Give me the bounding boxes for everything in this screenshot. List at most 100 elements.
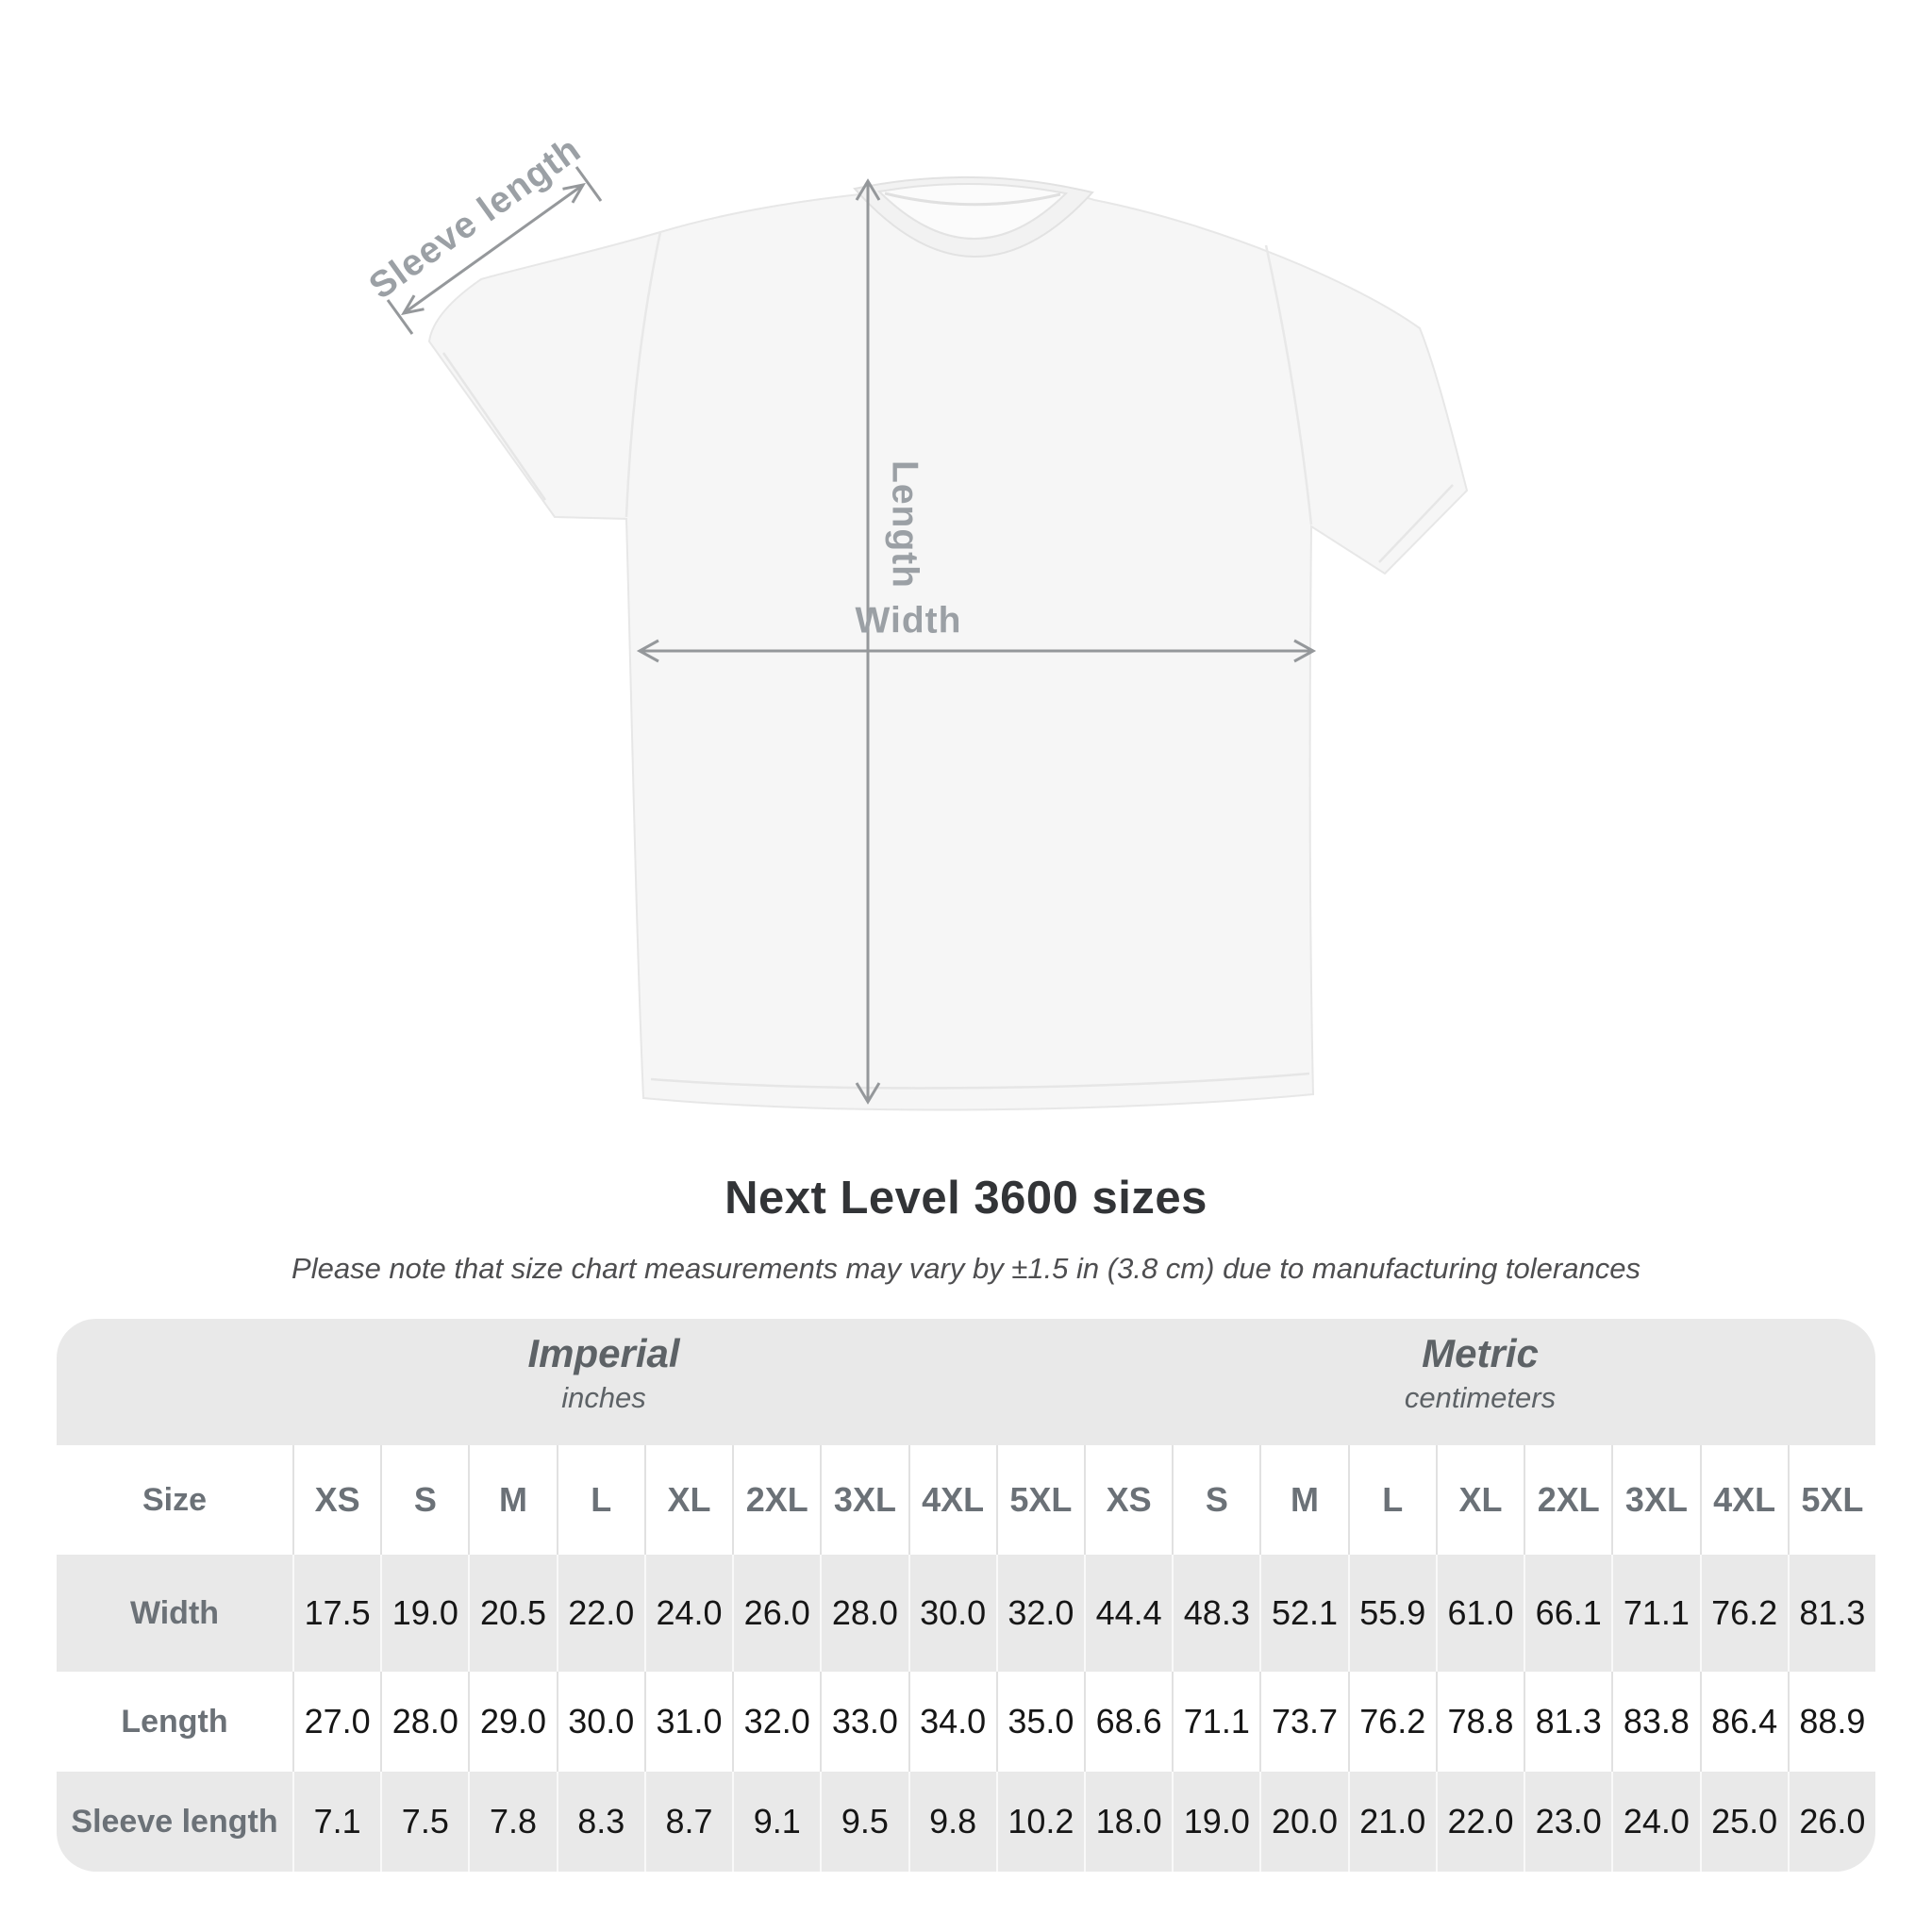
value-metric: 19.0: [1172, 1772, 1259, 1872]
value-imperial: 7.5: [380, 1772, 468, 1872]
size-column-header-imperial: 4XL: [908, 1445, 996, 1555]
right-cuff-stitch: [1378, 484, 1454, 563]
value-imperial: 26.0: [732, 1555, 820, 1672]
value-imperial: 30.0: [908, 1555, 996, 1672]
hem-stitch: [650, 1072, 1310, 1090]
value-imperial: 8.7: [643, 1772, 732, 1872]
value-imperial: 35.0: [995, 1672, 1084, 1772]
value-imperial: 30.0: [556, 1672, 644, 1772]
value-metric: 71.1: [1172, 1672, 1259, 1772]
imperial-title: Imperial: [527, 1331, 680, 1375]
size-column-header-metric: 3XL: [1611, 1445, 1699, 1555]
tshirt-collar-hole: [876, 182, 1069, 240]
value-metric: 83.8: [1611, 1672, 1699, 1772]
size-column-header-metric: M: [1259, 1445, 1347, 1555]
value-imperial: 31.0: [643, 1672, 732, 1772]
size-header-row: Size XS S M L XL 2XL 3XL 4XL 5XL XS S M L XL 2XL 3XL 4XL 5…: [57, 1445, 1875, 1555]
length-label: Length: [885, 460, 925, 589]
value-metric: 81.3: [1787, 1555, 1875, 1672]
size-column-header-imperial: 5XL: [995, 1445, 1084, 1555]
value-metric: 68.6: [1083, 1672, 1172, 1772]
value-metric: 18.0: [1083, 1772, 1172, 1872]
value-imperial: 33.0: [820, 1672, 908, 1772]
size-column-header-imperial: 3XL: [820, 1445, 908, 1555]
value-metric: 20.0: [1259, 1772, 1347, 1872]
value-metric: 81.3: [1524, 1672, 1611, 1772]
value-imperial: 27.0: [292, 1672, 380, 1772]
size-column-header-imperial: L: [556, 1445, 644, 1555]
value-imperial: 20.5: [468, 1555, 556, 1672]
size-column-header-metric: 5XL: [1787, 1445, 1875, 1555]
value-metric: 86.4: [1699, 1672, 1788, 1772]
value-metric: 25.0: [1699, 1772, 1788, 1872]
value-imperial: 24.0: [643, 1555, 732, 1672]
value-metric: 61.0: [1435, 1555, 1524, 1672]
row-label: Length: [121, 1703, 228, 1740]
table-rows: Size XS S M L XL 2XL 3XL 4XL 5XL XS S M L XL 2XL 3XL 4XL 5…: [57, 1445, 1875, 1872]
size-column-header-imperial: XL: [643, 1445, 732, 1555]
page-title: Next Level 3600 sizes: [724, 1173, 1208, 1224]
value-imperial: 28.0: [820, 1555, 908, 1672]
value-imperial: 9.8: [908, 1772, 996, 1872]
tshirt-body: [427, 187, 1469, 1111]
value-metric: 76.2: [1347, 1672, 1436, 1772]
value-imperial: 19.0: [380, 1555, 468, 1672]
size-column-header-metric: S: [1172, 1445, 1259, 1555]
value-metric: 73.7: [1259, 1672, 1347, 1772]
width-label: Width: [856, 600, 962, 641]
value-metric: 52.1: [1259, 1555, 1347, 1672]
value-imperial: 32.0: [995, 1555, 1084, 1672]
size-column-header-metric: L: [1347, 1445, 1436, 1555]
value-metric: 44.4: [1083, 1555, 1172, 1672]
size-column-header-imperial: 2XL: [732, 1445, 820, 1555]
size-column-header-metric: 4XL: [1699, 1445, 1788, 1555]
value-imperial: 32.0: [732, 1672, 820, 1772]
value-imperial: 7.1: [292, 1772, 380, 1872]
value-metric: 22.0: [1435, 1772, 1524, 1872]
sleeve-length-arrow: [386, 166, 603, 335]
size-table: Imperial inches Metric centimeters Size X…: [57, 1319, 1875, 1872]
value-imperial: 29.0: [468, 1672, 556, 1772]
imperial-unit: inches: [561, 1381, 646, 1414]
unit-header-band: Imperial inches Metric centimeters: [57, 1319, 1875, 1445]
size-column-header-metric: XL: [1435, 1445, 1524, 1555]
tolerance-note: Please note that size chart measurements…: [291, 1252, 1641, 1285]
size-header-label: Size: [142, 1481, 208, 1518]
left-cuff-stitch: [441, 352, 547, 501]
value-metric: 78.8: [1435, 1672, 1524, 1772]
row-label: Sleeve length: [71, 1803, 278, 1840]
metric-unit: centimeters: [1404, 1381, 1557, 1414]
value-metric: 88.9: [1787, 1672, 1875, 1772]
row-label: Width: [129, 1594, 220, 1631]
value-metric: 26.0: [1787, 1772, 1875, 1872]
size-column-header-imperial: XS: [292, 1445, 380, 1555]
size-column-header-metric: XS: [1083, 1445, 1172, 1555]
value-metric: 66.1: [1524, 1555, 1611, 1672]
collar-inner-shadow: [884, 192, 1061, 207]
size-column-header-metric: 2XL: [1524, 1445, 1611, 1555]
value-imperial: 22.0: [556, 1555, 644, 1672]
value-imperial: 9.5: [820, 1772, 908, 1872]
imperial-group-header: Imperial inches: [57, 1330, 1151, 1419]
left-sleeve-seam: [625, 231, 662, 518]
value-metric: 48.3: [1172, 1555, 1259, 1672]
length-arrow: [855, 178, 881, 1105]
value-imperial: 28.0: [380, 1672, 468, 1772]
measurement-row-length: Length 27.0 28.0 29.0 30.0 31.0 32.0 33.0 34.0 35…: [57, 1672, 1875, 1772]
metric-group-header: Metric centimeters: [1085, 1330, 1875, 1419]
value-imperial: 17.5: [292, 1555, 380, 1672]
value-imperial: 8.3: [556, 1772, 644, 1872]
value-imperial: 9.1: [732, 1772, 820, 1872]
value-metric: 71.1: [1611, 1555, 1699, 1672]
value-imperial: 34.0: [908, 1672, 996, 1772]
width-arrow: [636, 639, 1317, 663]
measurement-row-sleeve-length: Sleeve length 7.1 7.5 7.8 8.3 8.7 9.1 9.5 9.8 10.…: [57, 1772, 1875, 1872]
measurement-row-width: Width 17.5 19.0 20.5 22.0 24.0 26.0 28.0 30.0 32.…: [57, 1555, 1875, 1672]
size-column-header-imperial: M: [468, 1445, 556, 1555]
value-imperial: 10.2: [995, 1772, 1084, 1872]
value-metric: 21.0: [1347, 1772, 1436, 1872]
value-metric: 76.2: [1699, 1555, 1788, 1672]
value-metric: 23.0: [1524, 1772, 1611, 1872]
